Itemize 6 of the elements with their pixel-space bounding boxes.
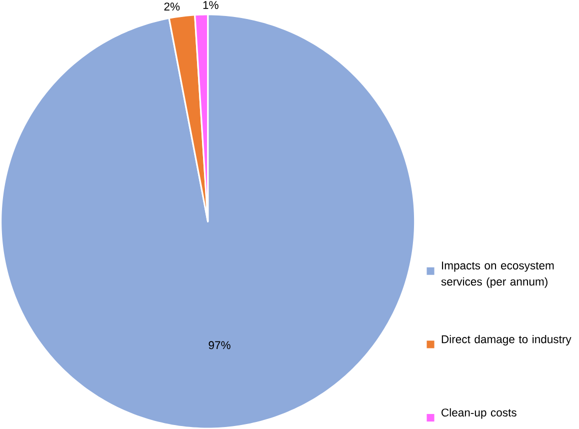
data-label: 1% — [203, 0, 218, 9]
legend-label: Clean-up costs — [442, 408, 516, 419]
legend-label: Direct damage to industry — [442, 334, 572, 346]
data-label: 97% — [208, 341, 230, 349]
legend-label: Impacts on ecosystem services (per annum) — [441, 261, 554, 288]
data-label: 2% — [164, 2, 180, 10]
